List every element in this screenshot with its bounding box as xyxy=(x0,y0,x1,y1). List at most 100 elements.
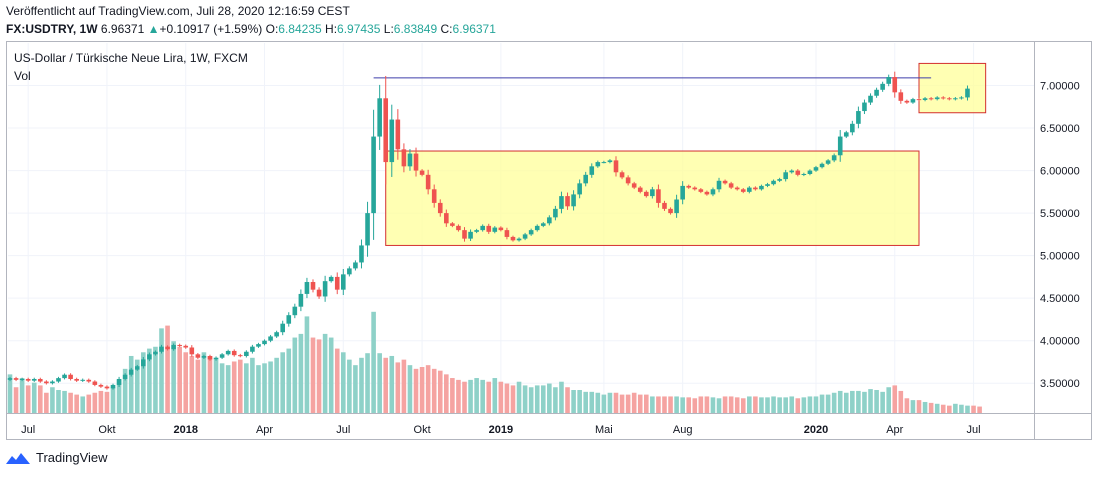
candlestick-chart[interactable]: 3.50000 4.00000 4.50000 5.00000 5.50000 6.000… xyxy=(6,41,1092,440)
volume-bar xyxy=(625,394,631,413)
volume-bar xyxy=(547,383,552,413)
candle-body xyxy=(328,276,334,282)
candle-body xyxy=(716,180,722,190)
volume-bar xyxy=(395,362,401,413)
time-tick-label: Okt xyxy=(98,424,115,436)
volume-bar xyxy=(371,311,376,413)
candle-body xyxy=(122,374,128,379)
volume-bar xyxy=(722,396,728,413)
candle-body xyxy=(189,347,195,355)
volume-bar xyxy=(765,397,770,413)
volume-bar xyxy=(589,391,595,413)
candle-body xyxy=(450,223,455,226)
candle-body xyxy=(674,199,679,214)
volume-bar xyxy=(813,396,819,413)
time-tick-label: 2020 xyxy=(804,424,828,436)
volume-legend: Vol xyxy=(14,69,31,83)
candle-body xyxy=(631,183,637,188)
candle-body xyxy=(577,183,582,195)
candle-body xyxy=(13,378,19,380)
volume-bar xyxy=(753,396,758,413)
candle-body xyxy=(734,187,740,190)
volume-bar xyxy=(783,397,788,413)
candle-body xyxy=(413,153,419,171)
volume-bar xyxy=(953,403,958,413)
candle-body xyxy=(601,162,607,164)
candle-body xyxy=(583,174,588,184)
candle-body xyxy=(904,100,910,103)
published-line: Veröffentlicht auf TradingView.com, Juli… xyxy=(6,4,350,18)
volume-bar xyxy=(86,394,92,413)
low-label: L: xyxy=(383,22,394,36)
candle-body xyxy=(159,346,164,352)
candle-body xyxy=(19,378,25,380)
candle-body xyxy=(401,149,407,167)
volume-bar xyxy=(474,378,479,413)
candle-body xyxy=(559,196,564,209)
volume-bar xyxy=(286,348,292,413)
candle-body xyxy=(595,162,601,167)
candle-body xyxy=(110,384,116,389)
volume-bar xyxy=(577,390,582,413)
volume-bar xyxy=(601,394,607,413)
time-tick-label: Apr xyxy=(886,424,903,436)
volume-bar xyxy=(153,346,158,413)
volume-bar xyxy=(504,383,510,413)
last-price: 6.96371 xyxy=(100,22,145,36)
candle-body xyxy=(607,160,613,163)
candle-body xyxy=(668,208,673,214)
volume-bar xyxy=(595,392,601,413)
time-tick-label: Apr xyxy=(256,424,273,436)
volume-bar xyxy=(147,348,152,413)
candle-body xyxy=(898,92,904,101)
time-axis-labels: Jul Okt 2018 Apr Jul Okt 2019 Mai Aug 2020 Apr Jul xyxy=(21,424,980,436)
volume-bar xyxy=(510,385,516,413)
volume-bar xyxy=(959,404,964,413)
candle-body xyxy=(843,132,849,137)
volume-bar xyxy=(922,401,928,413)
volume-bar xyxy=(928,402,934,413)
candle-body xyxy=(395,119,401,150)
candle-body xyxy=(207,356,213,360)
candle-body xyxy=(201,356,207,358)
volume-bar xyxy=(965,405,970,413)
volume-bar xyxy=(940,404,946,413)
candle-body xyxy=(183,345,189,348)
volume-bar xyxy=(607,392,613,413)
volume-bar xyxy=(413,368,419,413)
candle-body xyxy=(831,155,837,161)
time-tick-label: Mai xyxy=(595,424,613,436)
volume-bar xyxy=(159,328,164,413)
volume-bar xyxy=(874,390,879,413)
candle-body xyxy=(341,274,346,290)
time-tick-label: 2018 xyxy=(173,424,197,436)
candle-body xyxy=(498,227,504,231)
volume-bar xyxy=(389,355,395,413)
volume-bar xyxy=(207,355,213,413)
volume-bar xyxy=(734,397,740,413)
volume-bar xyxy=(971,405,976,413)
volume-bar xyxy=(110,387,116,413)
candle-body xyxy=(740,189,746,192)
low-value: 6.83849 xyxy=(393,22,438,36)
candle-body xyxy=(837,136,843,156)
candle-body xyxy=(147,354,152,360)
volume-bar xyxy=(619,394,625,413)
brand[interactable]: TradingView xyxy=(6,450,108,465)
candle-body xyxy=(62,374,67,379)
volume-bar xyxy=(498,381,504,413)
open-value: 6.84235 xyxy=(278,22,322,36)
volume-bar xyxy=(777,397,782,413)
volume-bar xyxy=(789,396,795,413)
candle-body xyxy=(74,378,79,381)
candle-body xyxy=(759,185,764,190)
candle-body xyxy=(771,180,776,185)
volume-bar xyxy=(250,357,255,413)
volume-bar xyxy=(674,396,679,413)
candle-body xyxy=(692,187,698,190)
candle-body xyxy=(462,230,467,239)
volume-bar xyxy=(916,400,922,413)
price-tick-label: 6.00000 xyxy=(1040,166,1080,178)
chart-area[interactable]: 3.50000 4.00000 4.50000 5.00000 5.50000 6.000… xyxy=(6,41,1092,440)
volume-bar xyxy=(25,385,31,413)
